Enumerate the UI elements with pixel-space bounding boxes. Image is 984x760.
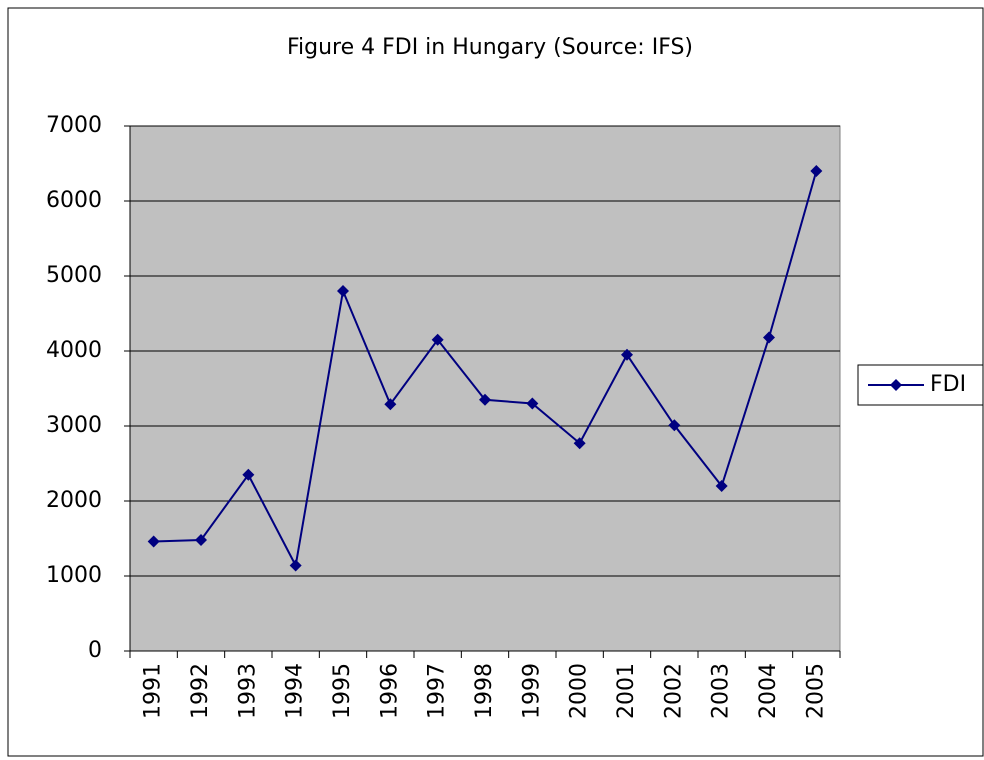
x-tick-label: 1991 [141, 663, 166, 719]
data-point [384, 398, 397, 411]
x-tick-label: 1999 [519, 663, 544, 719]
plot-area [129, 125, 841, 652]
y-tick-label: 4000 [46, 338, 102, 363]
data-point [763, 331, 775, 344]
x-tick-label: 2002 [661, 663, 686, 719]
data-point [337, 285, 349, 297]
data-point [195, 534, 207, 546]
data-point [289, 559, 302, 572]
data-point [431, 333, 444, 346]
x-tick-label: 2003 [709, 663, 734, 719]
data-point [242, 468, 255, 481]
x-tick-label: 1995 [330, 663, 355, 719]
legend-label: FDI [930, 372, 966, 397]
x-tick-label: 2000 [567, 663, 592, 719]
x-tick-label: 1993 [235, 663, 260, 719]
x-tick-label: 1997 [425, 663, 450, 719]
x-tick-label: 1998 [472, 663, 497, 719]
data-point [526, 397, 539, 410]
y-tick-label: 1000 [46, 563, 102, 588]
y-tick-label: 3000 [46, 413, 102, 438]
data-point [147, 535, 160, 548]
x-tick-label: 2001 [614, 663, 639, 719]
y-tick-label: 5000 [46, 263, 102, 288]
y-tick-label: 0 [88, 638, 102, 663]
data-point [479, 393, 491, 406]
x-tick-label: 2005 [803, 663, 828, 719]
legend-marker [890, 379, 902, 391]
y-tick-label: 7000 [46, 113, 102, 138]
x-tick-label: 1996 [377, 663, 402, 719]
chart-title: Figure 4 FDI in Hungary (Source: IFS) [287, 35, 693, 60]
data-point [573, 437, 586, 450]
y-tick-label: 6000 [46, 188, 102, 213]
x-tick-label: 1992 [188, 663, 213, 719]
data-point [621, 348, 633, 361]
data-point [715, 480, 728, 492]
y-tick-label: 2000 [46, 488, 102, 513]
x-tick-label: 1994 [283, 663, 308, 719]
x-tick-label: 2004 [756, 663, 781, 719]
data-point [810, 165, 823, 177]
data-point [668, 419, 681, 432]
